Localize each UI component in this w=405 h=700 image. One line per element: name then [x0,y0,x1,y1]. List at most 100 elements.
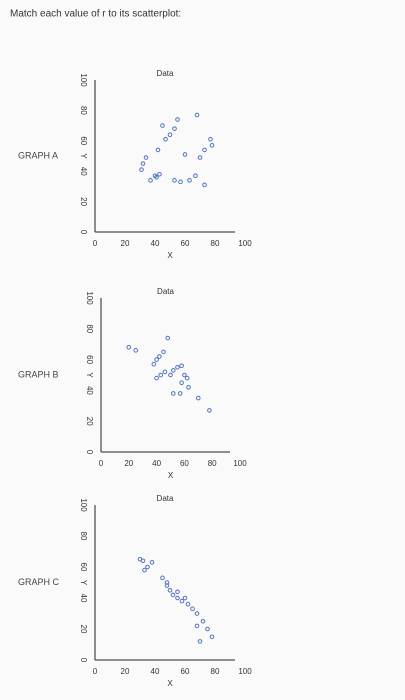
point [187,178,192,183]
point [158,372,164,378]
point [133,348,139,353]
y-tick-label: 100 [79,498,88,512]
point [179,380,184,386]
point [177,391,183,396]
y-tick-label: 100 [79,73,88,87]
point [172,126,177,131]
point [193,173,198,179]
x-tick-label: 0 [93,239,98,248]
point [200,618,206,624]
point [194,623,200,629]
point [170,391,176,396]
point [170,592,176,598]
x-tick-label: 20 [121,239,130,248]
y-tick-label: 40 [79,167,88,176]
y-axis-label: Y [79,153,88,159]
x-tick-label: 40 [152,459,161,468]
x-tick-label: 80 [211,239,220,248]
point [163,136,168,142]
point [145,564,150,570]
point [168,372,173,378]
point [157,171,162,177]
point [164,583,170,588]
x-tick-label: 40 [151,239,160,248]
y-tick-label: 20 [79,197,88,206]
point [143,155,149,160]
point [184,375,190,381]
point [165,335,171,341]
question: Match each value of r to its scatterplot… [10,9,181,20]
y-tick-label: 40 [85,386,94,395]
point [162,369,168,375]
x-tick-label: 100 [233,459,247,468]
point [196,395,201,401]
y-axis-label: Y [85,372,94,378]
y-tick-label: 60 [79,563,88,572]
point [182,152,188,157]
x-tick-label: 100 [238,667,252,676]
x-tick-label: 100 [238,239,252,248]
y-tick-label: 80 [79,106,88,115]
point [178,179,183,185]
point [149,560,155,565]
point [164,580,170,585]
point [154,357,159,362]
y-tick-label: 80 [79,532,88,541]
point [186,385,191,390]
point [202,182,207,188]
graph-label: GRAPH A [18,150,58,160]
point [175,365,180,370]
y-tick-label: 100 [85,291,94,305]
chart-title: Data [157,287,174,296]
point [140,558,146,564]
point [148,178,153,183]
point [194,611,200,616]
point [197,639,203,644]
y-tick-label: 60 [85,355,94,364]
point [157,354,162,359]
x-axis-label: X [167,679,173,688]
point [175,589,180,595]
point [209,143,215,148]
x-tick-label: 60 [181,667,190,676]
point [154,375,159,381]
point [175,595,180,601]
point [172,178,177,183]
y-tick-label: 20 [79,625,88,634]
point [185,601,191,607]
y-tick-label: 20 [85,417,94,426]
point [179,363,184,369]
point [197,155,203,160]
point [205,626,210,632]
point [160,575,165,581]
point [202,147,207,153]
point [194,112,200,118]
graph-label: GRAPH B [18,369,59,379]
point [179,598,185,604]
x-tick-label: 80 [208,459,217,468]
x-tick-label: 40 [151,667,160,676]
point [154,174,159,180]
point [207,408,212,413]
point [170,368,176,373]
point [126,344,132,350]
point [160,123,165,128]
x-tick-label: 20 [124,459,133,468]
point [190,606,195,612]
x-tick-label: 80 [211,667,220,676]
y-tick-label: 0 [79,230,88,235]
point [182,595,188,601]
y-tick-label: 80 [85,324,94,333]
point [175,117,180,122]
point [182,372,187,378]
point [209,634,215,640]
x-tick-label: 60 [181,239,190,248]
chart-title: Data [157,69,174,78]
y-tick-label: 0 [79,658,88,663]
y-axis-label: Y [79,580,88,586]
point [161,349,166,355]
x-tick-label: 0 [99,459,104,468]
y-tick-label: 60 [79,136,88,145]
